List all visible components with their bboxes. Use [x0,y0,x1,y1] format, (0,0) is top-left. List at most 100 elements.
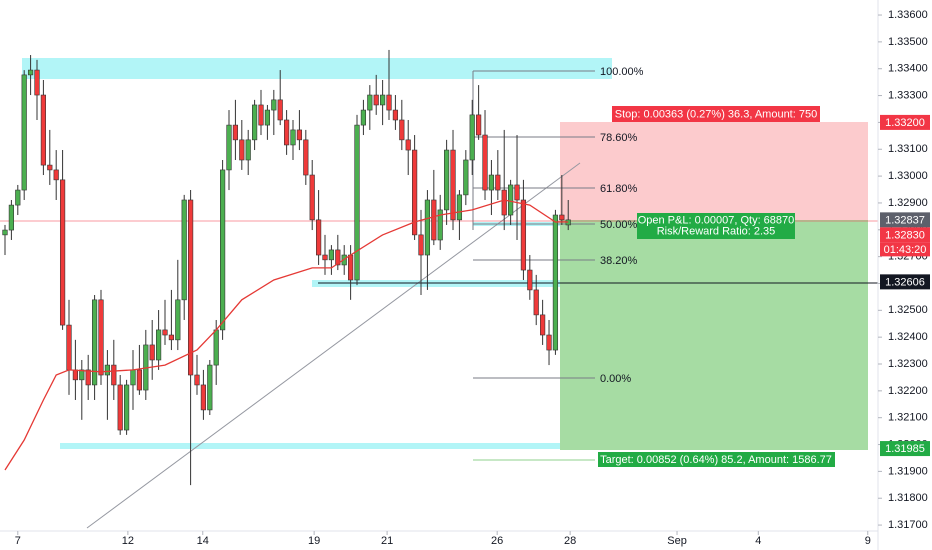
y-tick-label: 1.32100 [888,412,928,424]
price-badge [880,441,930,457]
moving-average [4,199,569,471]
resistance-zone [22,58,612,79]
candle-body [188,199,194,376]
candle-body [303,139,309,176]
candle-body [469,114,475,161]
stop-box [612,106,820,122]
candle-body [220,169,226,331]
candle-body [239,139,245,161]
pnl-label: Open P&L: 0.00007, Qty: 68870 [638,214,795,226]
y-tick-label: 1.33400 [888,63,928,75]
fib-label: 61.80% [600,183,638,195]
stop-label: Stop: 0.00363 (0.27%) 36.3, Amount: 750 [615,108,817,120]
y-tick-label: 1.33600 [888,9,928,21]
candle-body [277,99,283,121]
candle-body [520,199,527,271]
timer-badge [880,242,930,257]
candle-body [104,364,110,376]
timer-label: 01:43:20 [884,244,927,256]
candle-body [316,219,322,256]
candle-body [456,194,463,221]
candle-body [245,139,251,161]
candle-body [123,384,130,431]
candle-body [476,114,482,136]
price-badge [880,212,930,228]
candle-body [463,159,469,196]
candle-body [213,329,219,366]
candle-body [168,334,175,341]
candle-body [450,149,456,221]
target-zone [560,220,868,450]
y-tick-label: 1.32500 [888,304,928,316]
price-badge [880,274,930,290]
fib-label: 0.00% [600,373,631,385]
candle-body [322,254,328,261]
candle-body [533,289,539,316]
candle-body [2,229,8,236]
target-box [598,452,835,467]
candle-body [380,94,386,106]
candle-body [200,384,207,411]
series [2,49,571,486]
x-tick-label: 4 [755,535,761,547]
candle-body [540,314,546,336]
y-tick-label: 1.31900 [888,465,928,477]
candle-body [399,119,405,141]
candle-body [501,189,507,216]
candle-body [194,374,200,386]
support-zone [60,443,720,449]
candle-body [53,169,59,181]
candle-body [482,134,488,191]
y-tick-label: 1.33300 [888,89,928,101]
x-tick-label: 14 [197,535,209,547]
candle-body [207,364,213,411]
candle-body [117,384,123,431]
risk-reward-label: Risk/Reward Ratio: 2.35 [657,225,776,237]
candle-body [8,204,14,231]
candle-body [418,234,424,256]
candle-body [79,369,85,381]
candle-body [85,369,91,386]
candle-body [181,199,187,301]
candle-body [27,69,34,76]
fib-label: 38.20% [600,255,638,267]
candle-body [328,249,335,261]
candle-body [47,164,53,171]
y-tick-label: 1.32200 [888,385,928,397]
candle-body [271,99,277,111]
candle-body [15,189,21,206]
drawings-front: 100.00% 78.60% 61.80% 50.00% 38.20% 0.00… [0,0,879,550]
candle-body [264,109,271,126]
target-label: Target: 0.00852 (0.64%) 85.2, Amount: 15… [600,454,832,466]
candle-body [431,199,437,241]
candle-body [59,179,66,326]
candle-body [367,94,373,111]
x-tick-label: 9 [865,535,871,547]
price-badge [880,227,930,243]
candle-body [130,369,136,386]
price-badge-label: 1.32837 [885,214,925,226]
candle-body [91,299,98,386]
candle-body [66,324,72,371]
y-tick-label: 1.31700 [888,519,928,531]
candle-body [34,69,40,96]
x-tick-label: 19 [308,535,320,547]
candle-body [226,124,232,171]
candle-body [546,334,552,351]
candle-body [360,109,367,126]
candle-body [424,199,431,256]
candle-body [386,94,392,111]
price-badge-label: 1.32830 [885,229,925,241]
candle-body [354,124,360,281]
candle-body [72,369,78,381]
y-tick-label: 1.33500 [888,36,928,48]
x-tick-label: Sep [667,535,687,547]
y-tick-label: 1.33100 [888,143,928,155]
x-tick-label: 21 [381,535,393,547]
candle-body [552,214,559,351]
candle-body [412,149,418,236]
candle-body [508,184,514,216]
price-badge-label: 1.31985 [885,443,925,455]
candle-body [258,104,264,126]
price-badge [880,114,930,130]
